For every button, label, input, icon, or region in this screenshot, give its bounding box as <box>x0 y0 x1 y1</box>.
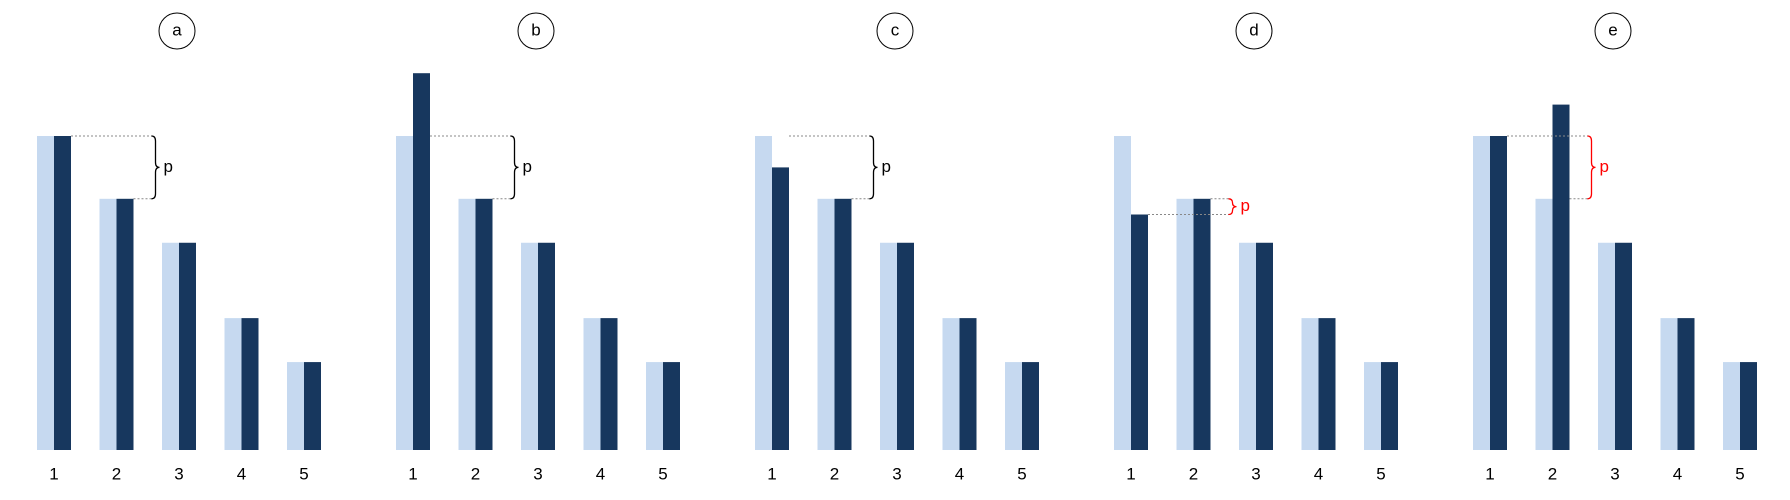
brace <box>869 135 878 200</box>
x-tick-label: 5 <box>1735 464 1744 483</box>
bar <box>413 73 430 450</box>
bar <box>396 136 413 450</box>
bar <box>99 198 117 450</box>
x-tick-label: 2 <box>1189 464 1198 483</box>
bar <box>1660 318 1678 450</box>
brace <box>151 135 160 200</box>
bar <box>583 318 601 450</box>
panel-label-circle <box>1594 12 1632 50</box>
panel-label-circle <box>876 12 914 50</box>
x-tick-label: 5 <box>658 464 667 483</box>
x-tick-label: 1 <box>1485 464 1494 483</box>
bar <box>1131 214 1148 450</box>
bar <box>663 362 680 450</box>
bar <box>475 198 493 450</box>
bar <box>1615 242 1632 450</box>
x-tick-label: 4 <box>955 464 964 483</box>
bar <box>646 362 663 450</box>
x-tick-label: 1 <box>1126 464 1135 483</box>
bar <box>1535 198 1553 450</box>
bar <box>458 198 476 450</box>
bar <box>304 362 321 450</box>
bar <box>1552 104 1570 450</box>
annotation: p <box>164 157 173 176</box>
brace <box>1228 198 1237 216</box>
bar <box>1114 136 1131 450</box>
x-tick-label: 1 <box>767 464 776 483</box>
bar <box>600 318 618 450</box>
annotation: p <box>882 157 891 176</box>
panel-label-circle <box>517 12 555 50</box>
x-tick-label: 2 <box>112 464 121 483</box>
x-tick-label: 4 <box>596 464 605 483</box>
bar <box>54 136 71 450</box>
bar <box>1364 362 1381 450</box>
bar <box>287 362 304 450</box>
x-tick-label: 3 <box>1610 464 1619 483</box>
x-tick-label: 3 <box>1251 464 1260 483</box>
panel-label: c <box>891 20 900 39</box>
bar <box>1723 362 1740 450</box>
bar <box>1256 242 1273 450</box>
panel-label-circle <box>158 12 196 50</box>
brace <box>1587 135 1596 200</box>
panel-label: a <box>172 20 182 39</box>
panel-label: d <box>1249 20 1258 39</box>
x-tick-label: 1 <box>408 464 417 483</box>
x-tick-label: 4 <box>237 464 246 483</box>
bar <box>1381 362 1398 450</box>
x-tick-label: 3 <box>533 464 542 483</box>
bar <box>834 198 852 450</box>
annotation: p <box>523 157 532 176</box>
x-tick-label: 2 <box>1548 464 1557 483</box>
bar <box>1490 136 1507 450</box>
bar <box>538 242 555 450</box>
brace <box>510 135 519 200</box>
bar <box>1318 318 1336 450</box>
x-tick-label: 5 <box>299 464 308 483</box>
bar <box>179 242 196 450</box>
bar <box>880 242 897 450</box>
bar <box>521 242 538 450</box>
bar <box>1598 242 1615 450</box>
bar <box>897 242 914 450</box>
bar <box>1301 318 1319 450</box>
annotation: p <box>1241 196 1250 215</box>
bar <box>772 167 789 450</box>
bar <box>1239 242 1256 450</box>
annotation: p <box>1600 157 1609 176</box>
bar <box>1193 198 1211 450</box>
x-tick-label: 1 <box>49 464 58 483</box>
x-tick-label: 2 <box>471 464 480 483</box>
bar <box>116 198 134 450</box>
panel-label: e <box>1608 20 1617 39</box>
bar <box>241 318 259 450</box>
bar <box>817 198 835 450</box>
bar <box>37 136 54 450</box>
panel-label: b <box>531 20 540 39</box>
bar <box>224 318 242 450</box>
x-tick-label: 5 <box>1017 464 1026 483</box>
bar <box>1176 198 1194 450</box>
bar <box>162 242 179 450</box>
x-tick-label: 5 <box>1376 464 1385 483</box>
x-tick-label: 3 <box>174 464 183 483</box>
x-tick-label: 4 <box>1673 464 1682 483</box>
x-tick-label: 4 <box>1314 464 1323 483</box>
bar <box>1740 362 1757 450</box>
x-tick-label: 2 <box>830 464 839 483</box>
bar <box>755 136 772 450</box>
bar <box>959 318 977 450</box>
bar <box>1005 362 1022 450</box>
x-tick-label: 3 <box>892 464 901 483</box>
bar <box>1022 362 1039 450</box>
bar <box>942 318 960 450</box>
bar <box>1677 318 1695 450</box>
bar <box>1473 136 1490 450</box>
panel-label-circle <box>1235 12 1273 50</box>
